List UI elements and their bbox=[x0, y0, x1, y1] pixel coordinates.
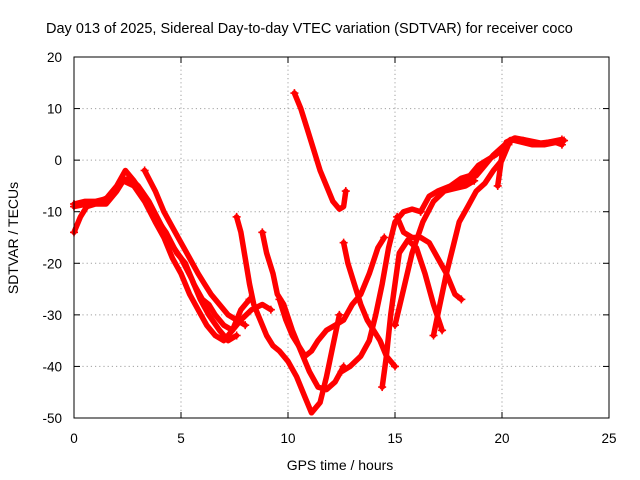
x-tick-label: 10 bbox=[280, 431, 295, 446]
data-point-marker bbox=[416, 207, 425, 216]
x-tick-label: 5 bbox=[177, 431, 185, 446]
x-axis-ticks: 0 5 10 15 20 25 bbox=[70, 57, 617, 446]
data-point-marker bbox=[557, 140, 566, 149]
data-point-marker bbox=[337, 367, 346, 376]
data-point-marker bbox=[457, 295, 466, 304]
data-point-marker bbox=[438, 326, 447, 335]
y-tick-label: -30 bbox=[42, 308, 62, 323]
series-arc-7 bbox=[290, 89, 350, 212]
data-point-marker bbox=[335, 310, 344, 319]
y-tick-label: -50 bbox=[42, 411, 62, 426]
x-tick-label: 15 bbox=[387, 431, 402, 446]
plot-frame bbox=[73, 56, 610, 419]
y-tick-label: -20 bbox=[42, 256, 62, 271]
y-tick-label: -40 bbox=[42, 359, 62, 374]
data-point-marker bbox=[380, 233, 389, 242]
data-point-marker bbox=[266, 305, 275, 314]
series-arc-12 bbox=[378, 237, 447, 392]
y-axis-ticks: 20 10 0 -10 -20 -30 -40 -50 bbox=[42, 50, 609, 426]
series-trace bbox=[291, 90, 349, 212]
series-arc-17 bbox=[493, 135, 566, 190]
data-point-marker bbox=[258, 228, 267, 237]
data-point-marker bbox=[391, 362, 399, 371]
x-tick-label: 20 bbox=[494, 431, 509, 446]
data-point-marker bbox=[232, 331, 241, 340]
series-trace bbox=[392, 178, 477, 328]
series-trace bbox=[276, 234, 388, 359]
x-tick-label: 25 bbox=[601, 431, 616, 446]
series-trace bbox=[233, 214, 343, 416]
series-arc-8 bbox=[275, 233, 389, 359]
y-tick-label: 10 bbox=[47, 102, 62, 117]
series-trace bbox=[141, 167, 248, 328]
data-point-marker bbox=[429, 331, 438, 340]
series-trace bbox=[379, 237, 445, 390]
y-tick-label: 20 bbox=[47, 50, 62, 65]
data-point-marker bbox=[290, 89, 299, 98]
data-point-marker bbox=[393, 212, 402, 221]
series-trace bbox=[494, 135, 565, 189]
x-axis-label: GPS time / hours bbox=[287, 457, 394, 473]
data-point-marker bbox=[450, 181, 459, 190]
series-trace bbox=[71, 167, 274, 334]
chart-title: Day 013 of 2025, Sidereal Day-to-day VTE… bbox=[46, 21, 573, 37]
data-point-marker bbox=[341, 187, 350, 196]
x-tick-label: 0 bbox=[70, 431, 78, 446]
data-series bbox=[70, 89, 569, 416]
data-point-marker bbox=[493, 181, 502, 190]
series-arc-4 bbox=[140, 166, 250, 330]
data-point-marker bbox=[391, 321, 399, 330]
data-point-marker bbox=[275, 295, 284, 304]
data-point-marker bbox=[241, 321, 250, 330]
data-point-marker bbox=[378, 383, 387, 392]
series-trace bbox=[430, 141, 512, 339]
series-arc-5 bbox=[232, 212, 344, 416]
series-trace bbox=[394, 214, 465, 303]
y-tick-label: -10 bbox=[42, 205, 62, 220]
data-point-marker bbox=[232, 212, 241, 221]
data-point-marker bbox=[339, 238, 348, 247]
data-point-marker bbox=[140, 166, 149, 175]
series-trace bbox=[338, 206, 424, 375]
grid bbox=[74, 57, 609, 418]
series-arc-11 bbox=[393, 212, 466, 304]
y-tick-label: 0 bbox=[54, 153, 62, 168]
y-axis-label: SDTVAR / TECUs bbox=[5, 182, 21, 294]
